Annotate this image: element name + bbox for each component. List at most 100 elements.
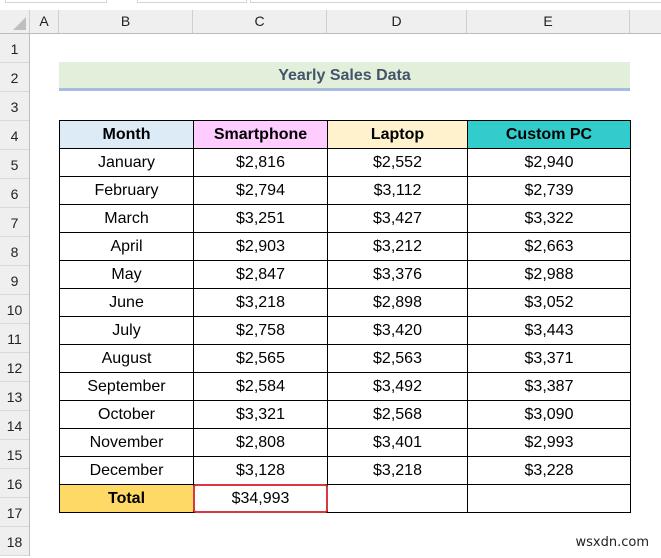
custom-pc-cell[interactable]: $2,940 — [467, 148, 631, 177]
row-header-13[interactable]: 13 — [0, 382, 29, 411]
table-row: September $2,584 $3,492 $3,387 — [59, 372, 631, 401]
toolbar-strip — [0, 0, 661, 10]
laptop-cell[interactable]: $3,420 — [327, 316, 468, 345]
laptop-cell[interactable]: $3,427 — [327, 204, 468, 233]
month-cell[interactable]: July — [59, 316, 194, 345]
month-cell[interactable]: May — [59, 260, 194, 289]
table-row: July $2,758 $3,420 $3,443 — [59, 316, 631, 345]
smartphone-cell[interactable]: $3,218 — [193, 288, 328, 317]
smartphone-cell[interactable]: $3,321 — [193, 400, 328, 429]
row-header-4[interactable]: 4 — [0, 121, 29, 150]
row-header-1[interactable]: 1 — [0, 34, 29, 63]
custom-pc-cell[interactable]: $2,988 — [467, 260, 631, 289]
month-cell[interactable]: November — [59, 428, 194, 457]
month-cell[interactable]: October — [59, 400, 194, 429]
table-row: March $3,251 $3,427 $3,322 — [59, 204, 631, 233]
month-cell[interactable]: December — [59, 456, 194, 485]
month-cell[interactable]: April — [59, 232, 194, 261]
laptop-cell[interactable]: $3,112 — [327, 176, 468, 205]
table-row: January $2,816 $2,552 $2,940 — [59, 148, 631, 177]
row-header-7[interactable]: 7 — [0, 208, 29, 237]
column-header-b[interactable]: B — [59, 10, 193, 33]
total-label-cell[interactable]: Total — [59, 484, 194, 513]
row-header-5[interactable]: 5 — [0, 150, 29, 179]
custom-pc-cell[interactable]: $2,739 — [467, 176, 631, 205]
custom-pc-cell[interactable]: $2,663 — [467, 232, 631, 261]
sales-table: Month Smartphone Laptop Custom PC Januar… — [59, 120, 631, 513]
custom-pc-cell[interactable]: $3,322 — [467, 204, 631, 233]
row-header-6[interactable]: 6 — [0, 179, 29, 208]
row-header-3[interactable]: 3 — [0, 92, 29, 121]
smartphone-cell[interactable]: $2,565 — [193, 344, 328, 373]
header-custom-pc[interactable]: Custom PC — [467, 120, 631, 149]
custom-pc-cell[interactable]: $3,387 — [467, 372, 631, 401]
smartphone-cell[interactable]: $2,794 — [193, 176, 328, 205]
header-month[interactable]: Month — [59, 120, 194, 149]
header-laptop[interactable]: Laptop — [327, 120, 468, 149]
table-row: December $3,128 $3,218 $3,228 — [59, 456, 631, 485]
custom-pc-cell[interactable]: $3,443 — [467, 316, 631, 345]
column-header-c[interactable]: C — [193, 10, 327, 33]
smartphone-cell[interactable]: $2,758 — [193, 316, 328, 345]
row-header-8[interactable]: 8 — [0, 237, 29, 266]
sheet-title-cell[interactable]: Yearly Sales Data — [59, 62, 630, 91]
name-box-edge[interactable] — [5, 0, 107, 3]
row-header-11[interactable]: 11 — [0, 324, 29, 353]
custom-pc-cell[interactable]: $3,228 — [467, 456, 631, 485]
row-header-15[interactable]: 15 — [0, 440, 29, 469]
smartphone-cell[interactable]: $3,128 — [193, 456, 328, 485]
smartphone-cell[interactable]: $2,903 — [193, 232, 328, 261]
total-laptop-cell[interactable] — [327, 484, 468, 513]
table-row: April $2,903 $3,212 $2,663 — [59, 232, 631, 261]
smartphone-cell[interactable]: $2,808 — [193, 428, 328, 457]
row-header-2[interactable]: 2 — [0, 63, 29, 92]
row-header-16[interactable]: 16 — [0, 469, 29, 498]
column-header-d[interactable]: D — [327, 10, 467, 33]
laptop-cell[interactable]: $2,568 — [327, 400, 468, 429]
select-all-triangle-icon — [13, 17, 26, 30]
total-custom-pc-cell[interactable] — [467, 484, 631, 513]
table-header-row: Month Smartphone Laptop Custom PC — [59, 120, 631, 149]
laptop-cell[interactable]: $3,401 — [327, 428, 468, 457]
month-cell[interactable]: September — [59, 372, 194, 401]
table-row: October $3,321 $2,568 $3,090 — [59, 400, 631, 429]
row-header-14[interactable]: 14 — [0, 411, 29, 440]
month-cell[interactable]: June — [59, 288, 194, 317]
custom-pc-cell[interactable]: $3,052 — [467, 288, 631, 317]
table-row: May $2,847 $3,376 $2,988 — [59, 260, 631, 289]
row-header-18[interactable]: 18 — [0, 527, 29, 556]
smartphone-cell[interactable]: $2,847 — [193, 260, 328, 289]
column-header-e[interactable]: E — [467, 10, 630, 33]
row-header-10[interactable]: 10 — [0, 295, 29, 324]
custom-pc-cell[interactable]: $3,090 — [467, 400, 631, 429]
formula-bar-edge[interactable] — [137, 0, 247, 3]
month-cell[interactable]: March — [59, 204, 194, 233]
table-row: August $2,565 $2,563 $3,371 — [59, 344, 631, 373]
row-header-9[interactable]: 9 — [0, 266, 29, 295]
smartphone-cell[interactable]: $2,816 — [193, 148, 328, 177]
row-header-12[interactable]: 12 — [0, 353, 29, 382]
select-all-button[interactable] — [0, 10, 30, 33]
laptop-cell[interactable]: $2,563 — [327, 344, 468, 373]
laptop-cell[interactable]: $2,898 — [327, 288, 468, 317]
formula-input-edge[interactable] — [250, 0, 661, 3]
laptop-cell[interactable]: $3,218 — [327, 456, 468, 485]
laptop-cell[interactable]: $3,376 — [327, 260, 468, 289]
header-smartphone[interactable]: Smartphone — [193, 120, 328, 149]
month-cell[interactable]: February — [59, 176, 194, 205]
laptop-cell[interactable]: $3,212 — [327, 232, 468, 261]
total-smartphone-value: $34,993 — [231, 489, 290, 507]
column-header-a[interactable]: A — [30, 10, 59, 33]
row-header-17[interactable]: 17 — [0, 498, 29, 527]
table-row: November $2,808 $3,401 $2,993 — [59, 428, 631, 457]
month-cell[interactable]: January — [59, 148, 194, 177]
total-row: Total $34,993 — [59, 484, 631, 513]
custom-pc-cell[interactable]: $3,371 — [467, 344, 631, 373]
laptop-cell[interactable]: $2,552 — [327, 148, 468, 177]
month-cell[interactable]: August — [59, 344, 194, 373]
laptop-cell[interactable]: $3,492 — [327, 372, 468, 401]
smartphone-cell[interactable]: $2,584 — [193, 372, 328, 401]
total-smartphone-cell[interactable]: $34,993 — [193, 484, 328, 513]
custom-pc-cell[interactable]: $2,993 — [467, 428, 631, 457]
smartphone-cell[interactable]: $3,251 — [193, 204, 328, 233]
